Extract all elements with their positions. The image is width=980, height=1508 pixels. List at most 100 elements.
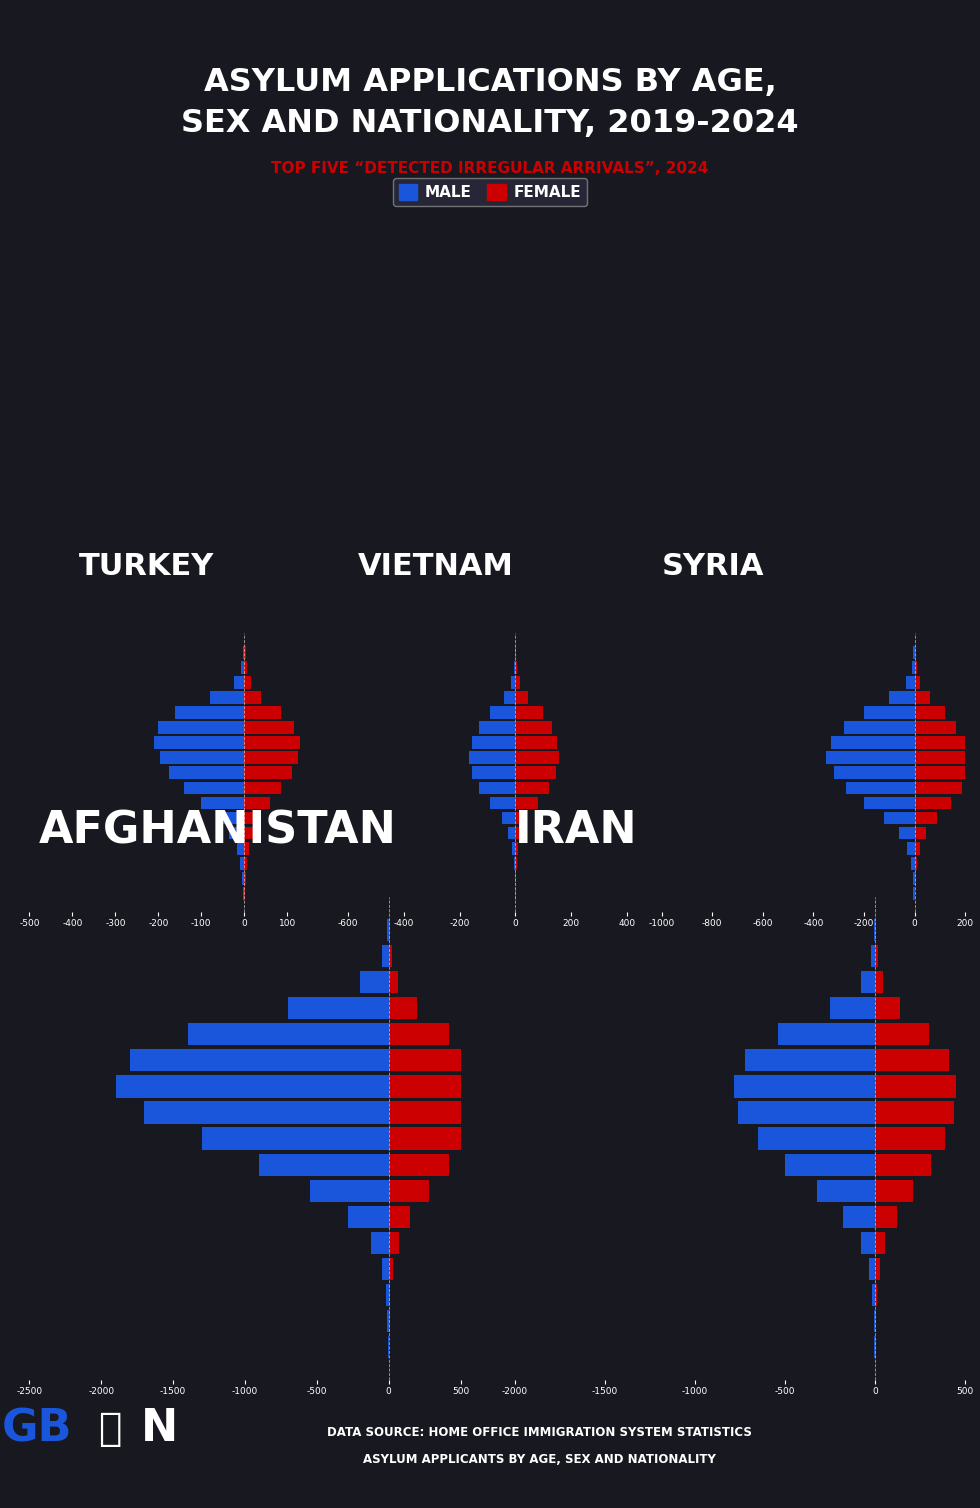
Bar (490, 796, 515, 810)
Bar (184, 781, 244, 795)
Bar (914, 841, 920, 855)
Bar (116, 1075, 389, 1098)
Bar (872, 1283, 875, 1306)
Bar (244, 661, 247, 674)
Bar (875, 1154, 931, 1176)
Bar (869, 1258, 875, 1280)
Bar (389, 1283, 390, 1306)
Bar (914, 736, 965, 749)
Bar (175, 706, 244, 719)
Bar (244, 781, 280, 795)
Bar (914, 676, 920, 689)
Bar (913, 645, 914, 659)
Bar (515, 796, 538, 810)
Bar (830, 997, 875, 1019)
Bar (242, 872, 244, 885)
Bar (389, 1258, 393, 1280)
Bar (515, 706, 543, 719)
Bar (875, 1128, 946, 1149)
Text: VIETNAM: VIETNAM (358, 552, 514, 581)
Bar (389, 1154, 449, 1176)
Bar (514, 857, 515, 870)
Bar (913, 887, 914, 900)
Bar (241, 661, 244, 674)
Bar (875, 1232, 885, 1253)
Bar (875, 1283, 877, 1306)
Bar (512, 676, 515, 689)
Bar (817, 1179, 875, 1202)
Bar (389, 1024, 449, 1045)
Bar (389, 997, 417, 1019)
Bar (244, 706, 280, 719)
Bar (847, 781, 914, 795)
Bar (154, 736, 244, 749)
Bar (244, 645, 246, 659)
Bar (844, 721, 914, 734)
Text: SYRIA: SYRIA (662, 552, 764, 581)
Bar (900, 826, 914, 840)
Bar (472, 736, 515, 749)
Bar (875, 1258, 880, 1280)
Bar (758, 1128, 875, 1149)
Bar (515, 661, 516, 674)
Bar (910, 857, 914, 870)
Bar (875, 1075, 956, 1098)
Text: SEX AND NATIONALITY, 2019-2024: SEX AND NATIONALITY, 2019-2024 (181, 109, 799, 139)
Bar (144, 1101, 389, 1123)
Bar (389, 1101, 475, 1123)
Bar (244, 826, 254, 840)
Bar (738, 1101, 875, 1123)
Bar (159, 721, 244, 734)
Bar (875, 1179, 913, 1202)
Bar (514, 661, 515, 674)
Bar (244, 751, 298, 765)
Bar (381, 946, 389, 967)
Bar (169, 766, 244, 780)
Bar (870, 946, 875, 967)
Bar (874, 1310, 875, 1332)
Bar (244, 766, 291, 780)
Bar (389, 1128, 464, 1149)
Bar (826, 751, 914, 765)
Bar (746, 1050, 875, 1072)
Text: N: N (141, 1407, 178, 1451)
Bar (389, 1050, 472, 1072)
Bar (875, 971, 883, 994)
Bar (914, 796, 952, 810)
Bar (860, 971, 875, 994)
Bar (914, 857, 917, 870)
Bar (843, 1205, 875, 1228)
Bar (734, 1075, 875, 1098)
Bar (515, 766, 556, 780)
Bar (161, 751, 244, 765)
Bar (187, 1024, 389, 1045)
Bar (242, 645, 244, 659)
Bar (201, 796, 244, 810)
Bar (233, 676, 244, 689)
Bar (515, 826, 520, 840)
Bar (244, 796, 270, 810)
Bar (515, 857, 516, 870)
Bar (513, 841, 515, 855)
Bar (381, 1258, 389, 1280)
Bar (371, 1232, 389, 1253)
Bar (479, 781, 515, 795)
Bar (515, 676, 519, 689)
Bar (386, 920, 389, 941)
Bar (505, 691, 515, 704)
Bar (874, 920, 875, 941)
Bar (875, 1101, 955, 1123)
Bar (875, 946, 878, 967)
Text: GB: GB (2, 1407, 73, 1451)
Bar (914, 872, 916, 885)
Bar (217, 811, 244, 825)
Text: DATA SOURCE: HOME OFFICE IMMIGRATION SYSTEM STATISTICS: DATA SOURCE: HOME OFFICE IMMIGRATION SYS… (326, 1427, 752, 1439)
Bar (785, 1154, 875, 1176)
Bar (244, 676, 251, 689)
Bar (864, 796, 914, 810)
Bar (515, 841, 517, 855)
Bar (515, 781, 549, 795)
Text: ASYLUM APPLICANTS BY AGE, SEX AND NATIONALITY: ASYLUM APPLICANTS BY AGE, SEX AND NATION… (363, 1454, 715, 1466)
Bar (389, 1232, 399, 1253)
Bar (907, 841, 914, 855)
